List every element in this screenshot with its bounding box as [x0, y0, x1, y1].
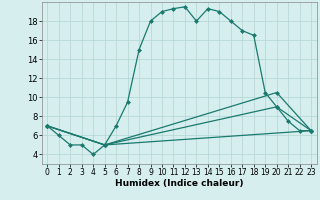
X-axis label: Humidex (Indice chaleur): Humidex (Indice chaleur)	[115, 179, 244, 188]
